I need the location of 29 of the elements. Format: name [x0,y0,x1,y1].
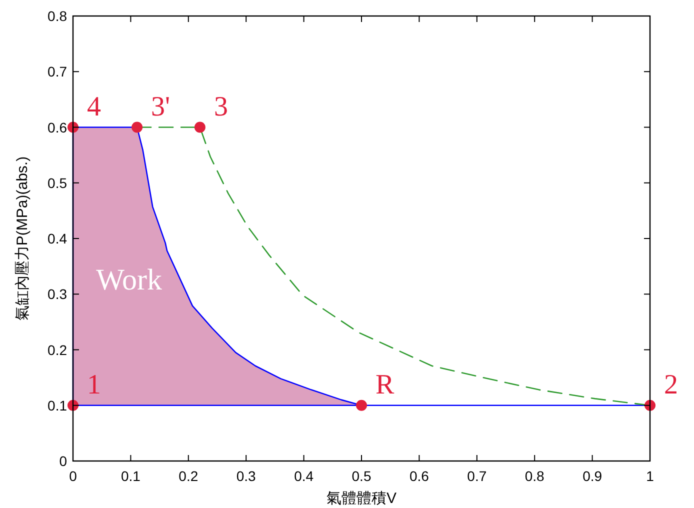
y-tick-label: 0.4 [48,230,68,246]
y-tick-label: 0.6 [48,119,68,136]
annotation: 4 [87,91,101,122]
x-axis-title: 氣體體積V [326,490,397,507]
x-tick-label: 0.4 [294,468,314,484]
y-axis-title: 氣缸內壓力P(MPa)(abs.) [14,156,31,321]
y-tick-label: 0.3 [48,286,68,302]
x-tick-label: 1 [646,468,654,484]
x-tick-label: 0.2 [178,468,198,484]
annotation: 3' [151,91,170,122]
annotation: Work [96,264,162,297]
x-tick-label: 0.8 [524,468,545,484]
x-tick-label: 0.5 [352,468,372,484]
x-tick-label: 0.3 [236,468,256,484]
annotation: 2 [664,369,678,400]
y-tick-label: 0.5 [48,174,68,191]
y-tick-label: 0.2 [48,342,68,358]
x-tick-label: 0 [69,468,78,484]
annotation: R [376,369,394,400]
y-tick-label: 0.1 [48,397,68,414]
x-tick-label: 0.6 [409,468,430,484]
annotation: 3 [214,91,228,122]
y-tick-label: 0.8 [48,8,68,24]
annotation: 1 [87,369,101,400]
y-tick-label: 0 [59,453,68,469]
y-tick-label: 0.7 [48,64,68,80]
x-tick-label: 0.9 [582,468,602,484]
x-tick-label: 0.1 [120,468,141,484]
x-tick-label: 0.7 [467,468,487,484]
